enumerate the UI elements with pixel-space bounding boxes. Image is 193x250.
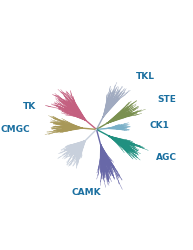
Text: TK: TK	[23, 102, 36, 111]
Text: AGC: AGC	[156, 153, 177, 162]
Text: CAMK: CAMK	[71, 188, 101, 197]
Text: CMGC: CMGC	[1, 125, 31, 134]
Text: TKL: TKL	[136, 72, 155, 81]
Text: STE: STE	[157, 95, 176, 104]
Text: CK1: CK1	[150, 122, 170, 130]
